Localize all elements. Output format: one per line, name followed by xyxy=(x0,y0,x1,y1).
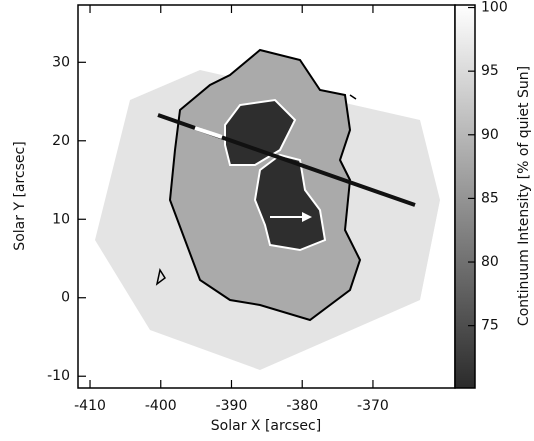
y-tick-label: 30 xyxy=(52,54,70,70)
colorbar-tick-label: 80 xyxy=(481,254,499,270)
x-tick-label: -380 xyxy=(286,398,318,414)
colorbar xyxy=(455,5,475,388)
y-tick-label: 10 xyxy=(52,211,70,227)
colorbar-tick-label: 100 xyxy=(481,0,508,16)
colorbar-label: Continuum Intensity [% of quiet Sun] xyxy=(516,66,532,326)
colorbar-tick-label: 90 xyxy=(481,127,499,143)
colorbar-tick-label: 75 xyxy=(481,318,499,334)
y-axis-label: Solar Y [arcsec] xyxy=(12,141,28,250)
sunspot-image xyxy=(78,5,455,388)
y-tick-label: 0 xyxy=(61,290,70,306)
x-tick-label: -400 xyxy=(145,398,177,414)
y-tick-label: -10 xyxy=(47,368,70,384)
colorbar-tick-label: 95 xyxy=(481,63,499,79)
x-tick-label: -390 xyxy=(216,398,248,414)
x-axis-label: Solar X [arcsec] xyxy=(211,418,321,434)
y-tick-label: 20 xyxy=(52,133,70,149)
x-tick-label: -410 xyxy=(74,398,106,414)
colorbar-tick-label: 85 xyxy=(481,190,499,206)
x-tick-label: -370 xyxy=(357,398,389,414)
chart: Solar X [arcsec] Solar Y [arcsec] Contin… xyxy=(0,0,534,441)
